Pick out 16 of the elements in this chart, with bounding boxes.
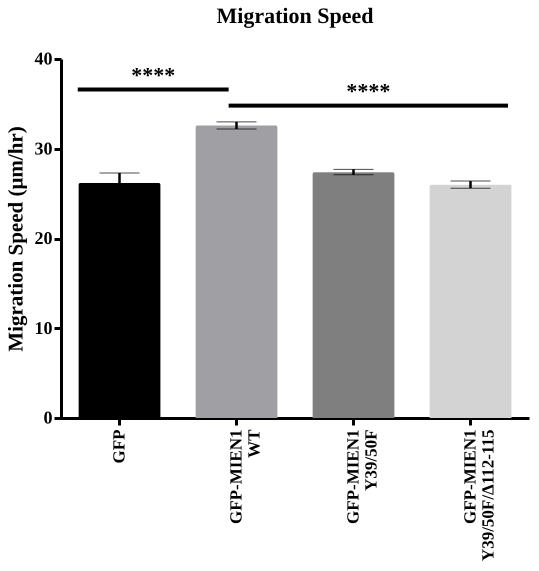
y-tick-label: 10 xyxy=(34,318,52,338)
bar xyxy=(312,172,394,418)
bar xyxy=(430,184,512,418)
y-tick-label: 20 xyxy=(34,228,52,248)
y-tick-label: 30 xyxy=(34,138,52,158)
annotation: **** xyxy=(346,78,390,104)
bar xyxy=(196,125,278,418)
y-axis-title: Migration Speed (μm/hr) xyxy=(4,126,28,352)
y-tick-label: 40 xyxy=(34,48,52,68)
x-tick-label: GFP-MIEN1 WT xyxy=(226,428,264,524)
x-tick-label: GFP-MIEN1 Y39/50F/Δ112-115 xyxy=(460,430,498,562)
x-tick-label: GFP-MIEN1 Y39/50F xyxy=(344,430,380,524)
y-tick-label: 0 xyxy=(44,408,52,428)
annotation: **** xyxy=(131,62,176,88)
x-tick-label: GFP xyxy=(110,430,128,464)
chart-title: Migration Speed xyxy=(216,3,374,28)
